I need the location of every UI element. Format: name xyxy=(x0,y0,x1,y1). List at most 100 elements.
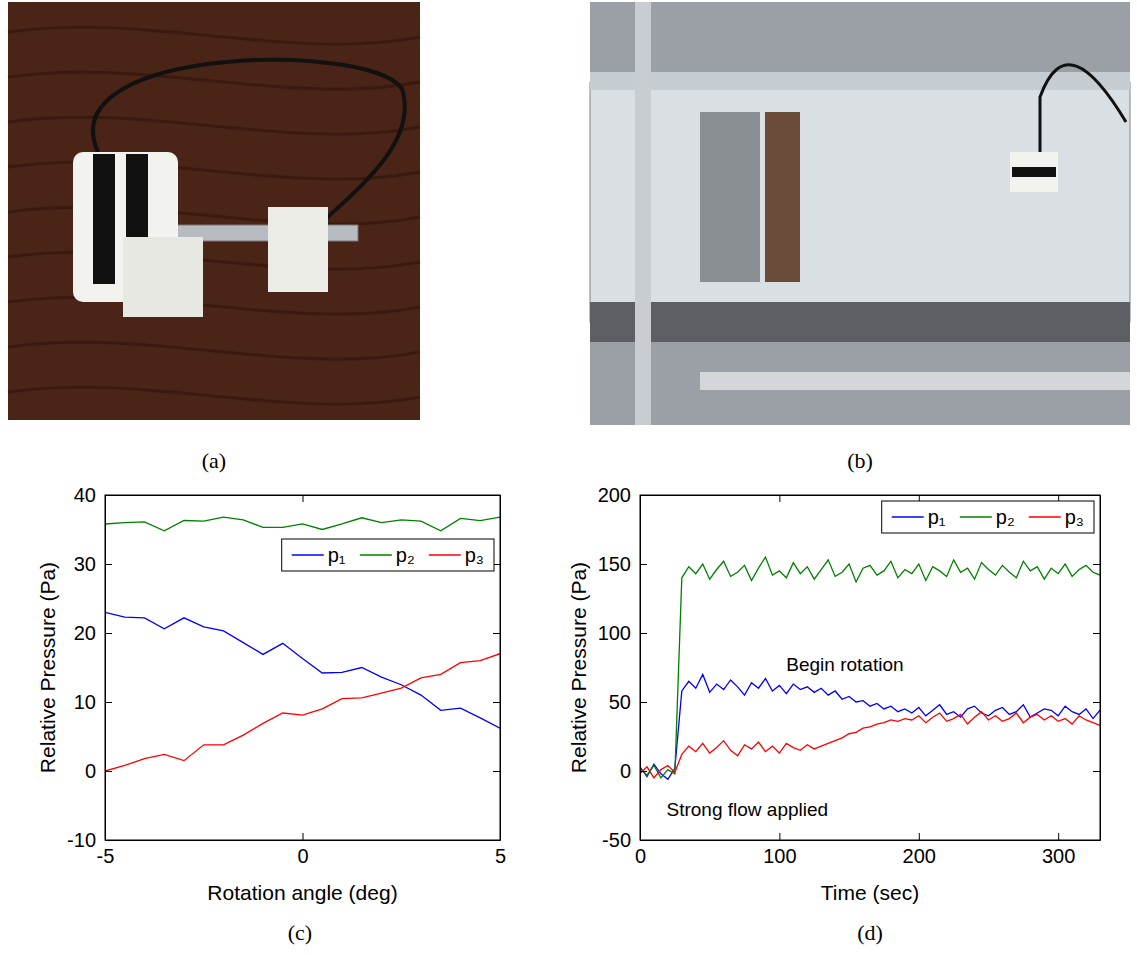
axis-line xyxy=(640,496,641,841)
panel-label: (d) xyxy=(857,920,883,945)
line xyxy=(105,654,500,771)
figure: (a)(b)-505-10010203040Rotation angle (de… xyxy=(0,0,1137,955)
sensor-base xyxy=(123,237,203,317)
tick-label: 150 xyxy=(598,553,631,575)
tick: 10 xyxy=(74,691,112,713)
tick-label: 0 xyxy=(620,760,631,782)
tick-label: 30 xyxy=(74,553,96,575)
tick-label: 100 xyxy=(763,845,796,867)
tick xyxy=(1093,702,1100,703)
tick: 150 xyxy=(598,553,647,575)
tick-mark xyxy=(493,840,500,841)
tick-label: 20 xyxy=(74,622,96,644)
tick xyxy=(493,702,500,703)
tick xyxy=(493,840,500,841)
annotation-patch xyxy=(665,798,831,821)
tick xyxy=(1093,771,1100,772)
tick xyxy=(1093,633,1100,634)
frame-rail xyxy=(700,372,1130,390)
legend-label: p₂ xyxy=(996,506,1015,528)
tick-mark xyxy=(1093,702,1100,703)
plot-background xyxy=(105,495,500,840)
y-axis: -10 0 10 20 30 40 xyxy=(67,484,112,851)
tick-mark xyxy=(779,495,780,502)
tick-mark xyxy=(303,833,304,840)
rod-support xyxy=(268,207,328,292)
tick-label: 0 xyxy=(297,845,308,867)
panel-label: (b) xyxy=(847,448,873,473)
panel-label: (a) xyxy=(202,448,226,473)
panel-label: (c) xyxy=(288,920,312,945)
wood-grain xyxy=(8,207,420,224)
legend-swatch xyxy=(360,554,392,556)
tick-mark xyxy=(1093,495,1100,496)
tick-mark xyxy=(640,771,647,772)
tick: 30 xyxy=(74,553,112,575)
tick xyxy=(1093,840,1100,841)
tick-label: 10 xyxy=(74,691,96,713)
tick-label: 300 xyxy=(1042,845,1075,867)
legend-swatch xyxy=(1029,516,1061,518)
axis-line xyxy=(641,840,1101,841)
x-axis-title: Rotation angle (deg) xyxy=(207,881,397,904)
wood-grain xyxy=(8,297,420,314)
tick-mark xyxy=(1058,833,1059,840)
tick: 0 xyxy=(85,760,112,782)
tick-mark xyxy=(1093,633,1100,634)
legend-label: p₂ xyxy=(396,544,415,566)
tick-mark xyxy=(640,564,647,565)
tick: -10 xyxy=(67,829,112,851)
tick: 0 xyxy=(620,760,647,782)
tick-mark xyxy=(493,633,500,634)
tick-mark xyxy=(779,833,780,840)
flow-straightener xyxy=(765,112,800,282)
tick: 100 xyxy=(598,622,647,644)
legend-box xyxy=(282,539,494,571)
tick xyxy=(303,495,304,502)
tick: 50 xyxy=(609,691,647,713)
legend-swatch xyxy=(892,516,924,518)
annotation-text: Strong flow applied xyxy=(667,799,829,820)
tick-mark xyxy=(640,702,647,703)
tick-mark xyxy=(105,702,112,703)
tick: 40 xyxy=(74,484,112,506)
legend-swatch xyxy=(960,516,992,518)
tick: 200 xyxy=(903,833,936,867)
chart: -505-10010203040Rotation angle (deg)Rela… xyxy=(36,484,506,904)
tick: 100 xyxy=(763,833,796,867)
x-axis: -5 0 5 xyxy=(97,833,506,867)
annotation: Begin rotation xyxy=(784,653,905,676)
wood-grain xyxy=(8,72,420,89)
legend-label: p₁ xyxy=(328,544,346,566)
sensor xyxy=(1010,152,1058,192)
tick-mark xyxy=(919,833,920,840)
plot-background xyxy=(640,495,1100,840)
tick-mark xyxy=(493,771,500,772)
legend-label: p₃ xyxy=(465,544,484,566)
axis-line xyxy=(500,496,501,841)
tick-mark xyxy=(640,495,647,496)
tick-mark xyxy=(105,495,112,496)
tick xyxy=(493,771,500,772)
line xyxy=(640,674,1100,779)
wood-grain xyxy=(8,27,420,44)
axis-line xyxy=(105,496,106,841)
legend-label: p₁ xyxy=(928,506,946,528)
line xyxy=(640,557,1100,778)
plot-frame xyxy=(105,495,500,840)
annotation-text: Begin rotation xyxy=(786,654,903,675)
line xyxy=(640,712,1100,778)
tick-label: 100 xyxy=(598,622,631,644)
axis-line xyxy=(106,840,501,841)
tick-label: -10 xyxy=(67,829,96,851)
tick-mark xyxy=(1093,771,1100,772)
tick-label: -50 xyxy=(602,829,631,851)
tick-label: 5 xyxy=(495,845,506,867)
legend-label: p₃ xyxy=(1065,506,1084,528)
tick-mark xyxy=(105,840,112,841)
axis-line xyxy=(1100,496,1101,841)
tick xyxy=(493,495,500,496)
tick-mark xyxy=(640,633,647,634)
wood-grain xyxy=(8,342,420,359)
tick-label: -5 xyxy=(97,845,115,867)
